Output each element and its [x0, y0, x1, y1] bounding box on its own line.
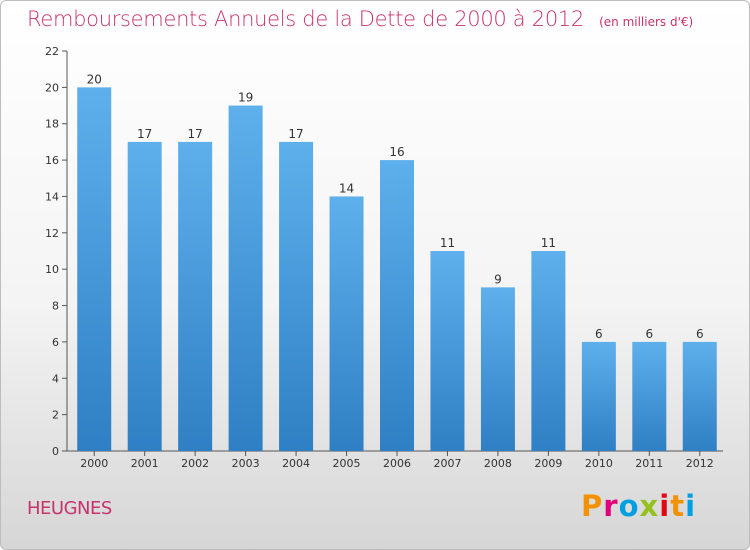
logo-letter: r	[603, 489, 619, 523]
bar-value-label: 16	[389, 145, 404, 159]
title-text: Remboursements Annuels de la Dette de 20…	[27, 7, 584, 31]
x-tick-label: 2006	[383, 457, 411, 470]
bar	[127, 141, 162, 451]
bar	[329, 196, 364, 451]
bar-value-label: 19	[238, 91, 253, 105]
x-tick-label: 2002	[181, 457, 209, 470]
x-tick-label: 2007	[433, 457, 461, 470]
x-tick-label: 2009	[534, 457, 562, 470]
proxiti-logo: Proxiti	[581, 489, 696, 523]
bar-value-label: 11	[541, 236, 556, 250]
x-tick-label: 2004	[282, 457, 310, 470]
x-tick-label: 2008	[484, 457, 512, 470]
logo-letter: i	[685, 489, 697, 523]
bar-value-label: 6	[696, 327, 704, 341]
x-tick-label: 2012	[686, 457, 714, 470]
x-tick-label: 2003	[232, 457, 260, 470]
bar-value-label: 14	[339, 181, 354, 195]
axes: 0 2 4 6 8 10 12 14 16 18 20 22 2000 2001 2002 2003 2004 2…	[45, 45, 723, 470]
commune-name: HEUGNES	[27, 498, 112, 519]
y-tick-label: 6	[52, 336, 59, 349]
bar-value-label: 20	[87, 72, 102, 86]
y-tick-label: 10	[45, 263, 59, 276]
bar	[380, 160, 414, 451]
y-tick-label: 4	[52, 372, 59, 385]
bar	[480, 287, 515, 451]
bars: 20 17 17 19 17 14 16 11 9 11 6 6 6	[77, 72, 717, 451]
bar	[682, 341, 717, 451]
chart-title: Remboursements Annuels de la Dette de 20…	[27, 7, 693, 31]
y-tick-label: 12	[45, 227, 59, 240]
bar	[531, 251, 566, 451]
y-tick-label: 0	[52, 445, 59, 458]
bar	[77, 87, 112, 451]
y-tick-label: 16	[45, 154, 59, 167]
logo-letter: t	[670, 489, 686, 523]
bar	[279, 141, 314, 451]
x-tick-label: 2000	[80, 457, 108, 470]
y-tick-label: 8	[52, 300, 59, 313]
bar-value-label: 17	[188, 127, 203, 141]
y-tick-label: 20	[45, 81, 59, 94]
bar-value-label: 17	[137, 127, 152, 141]
y-tick-label: 22	[45, 45, 59, 58]
x-tick-label: 2010	[585, 457, 613, 470]
bar	[581, 341, 616, 451]
bar	[178, 141, 213, 451]
bar-value-label: 17	[288, 127, 303, 141]
logo-letter: P	[581, 489, 604, 523]
title-unit: (en milliers d'€)	[599, 15, 694, 29]
y-tick-label: 18	[45, 118, 59, 131]
bar	[632, 341, 667, 451]
bar-value-label: 9	[494, 272, 502, 286]
logo-letter: o	[618, 489, 640, 523]
bar-value-label: 6	[645, 327, 653, 341]
logo-letter: i	[659, 489, 671, 523]
y-tick-label: 2	[52, 409, 59, 422]
x-tick-label: 2011	[635, 457, 663, 470]
logo-letter: x	[639, 489, 660, 523]
bar-value-label: 11	[440, 236, 455, 250]
bar	[228, 105, 263, 451]
x-tick-label: 2001	[131, 457, 159, 470]
x-tick-label: 2005	[333, 457, 361, 470]
bar-value-label: 6	[595, 327, 603, 341]
y-tick-label: 14	[45, 190, 59, 203]
bar	[430, 251, 465, 451]
